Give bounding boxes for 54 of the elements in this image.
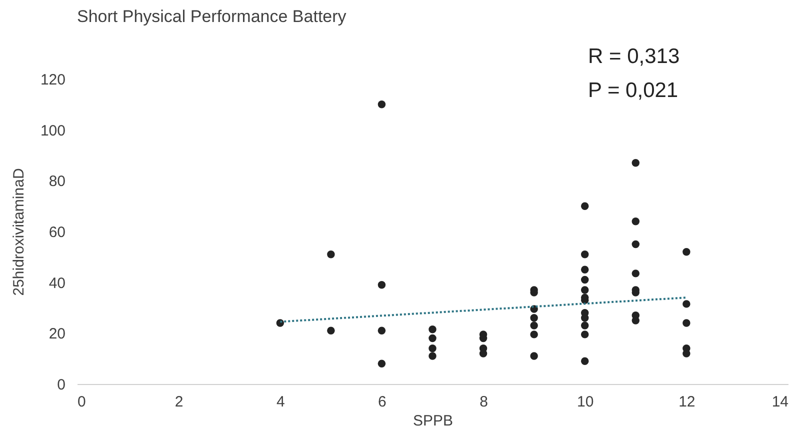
point (580, 276, 589, 284)
point (580, 266, 589, 274)
y-tick-label: 0 (57, 376, 66, 394)
x-tick-label: 8 (480, 394, 488, 410)
point (378, 281, 386, 289)
point (530, 352, 538, 360)
y-tick-label: 80 (48, 173, 66, 190)
y-axis-title: 25hidroxivitaminaD (10, 168, 28, 296)
x-axis-title: SPPB (412, 412, 454, 430)
point (428, 334, 436, 342)
point (327, 250, 335, 258)
point (479, 350, 488, 358)
x-tick-label: 0 (78, 394, 86, 410)
point (632, 316, 640, 324)
point (378, 360, 386, 368)
point (580, 322, 589, 330)
point (580, 314, 589, 322)
point (682, 319, 690, 327)
point (428, 325, 436, 334)
point (276, 319, 284, 327)
point (632, 240, 640, 248)
point (378, 326, 386, 334)
text: R = 0,313 (588, 45, 680, 68)
chart-title: Short Physical Performance Battery (77, 7, 347, 26)
x-tick-label: 6 (378, 394, 386, 410)
point (580, 286, 589, 294)
x-tick-label: 14 (772, 394, 788, 410)
y-tick-label: 60 (48, 224, 66, 241)
annotation: P = 0,021 (588, 79, 678, 102)
point (632, 270, 640, 278)
x-tick-label: 2 (174, 394, 184, 410)
point (378, 100, 386, 108)
point (682, 248, 690, 256)
point (428, 344, 436, 352)
y-tick-label: 100 (40, 122, 66, 140)
point (530, 322, 538, 330)
x-tick-label: 10 (577, 394, 594, 410)
point (428, 352, 436, 360)
point (632, 159, 640, 167)
point (530, 330, 538, 338)
y-tick-label: 20 (48, 326, 66, 343)
x-tick-label: 12 (678, 394, 696, 410)
point (682, 300, 690, 308)
point (580, 250, 589, 258)
y-tick-label: 40 (48, 274, 66, 292)
x-tick-label: 4 (276, 394, 285, 410)
point (530, 314, 538, 322)
y-tick-label: 120 (40, 72, 66, 88)
point (580, 330, 589, 338)
point (682, 350, 690, 358)
point (580, 357, 589, 365)
point (632, 217, 640, 226)
point (580, 202, 589, 210)
point (327, 326, 335, 334)
